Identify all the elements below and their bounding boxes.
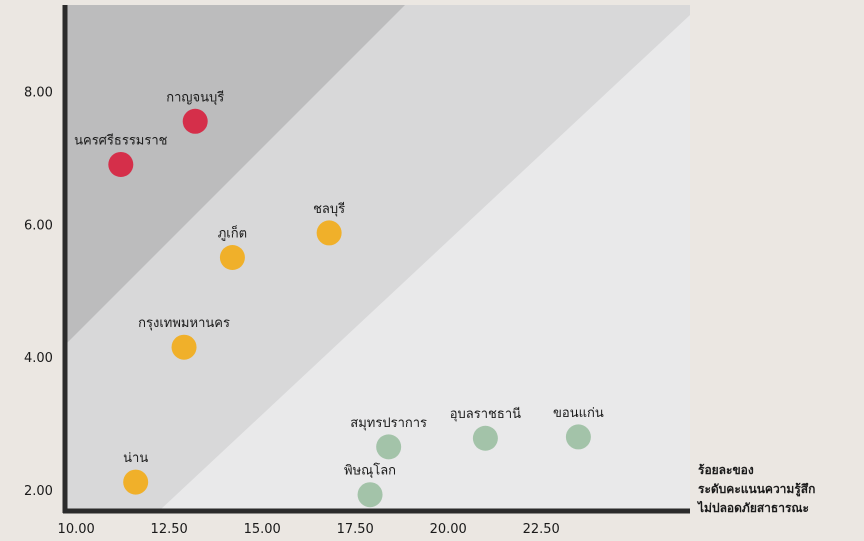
data-point [357, 482, 383, 508]
data-point [171, 334, 197, 360]
point-label: อุบลราชธานี [450, 406, 521, 422]
data-point [472, 425, 498, 451]
x-tick-label: 17.50 [337, 522, 374, 537]
x-tick-label: 20.00 [430, 522, 467, 537]
x-axis-label-line: ระดับคะแนนความรู้สึก [698, 482, 815, 497]
point-label: สมุทรปราการ [350, 416, 427, 431]
x-tick-label: 12.50 [151, 522, 188, 537]
y-tick-label: 8.00 [24, 85, 53, 100]
point-label: นครศรีธรรมราช [74, 132, 168, 148]
data-point [108, 151, 134, 177]
y-tick-label: 4.00 [24, 351, 53, 366]
point-label: ขอนแก่น [553, 406, 604, 421]
point-label: ชลบุรี [313, 201, 345, 217]
data-point [182, 108, 208, 134]
point-label: น่าน [123, 451, 148, 466]
data-point [316, 220, 342, 246]
axes: 10.00 12.50 15.00 17.50 20.00 22.50 2.00 4.00 6.… [24, 5, 690, 537]
x-tick-label: 10.00 [58, 522, 95, 537]
x-tick-label: 15.00 [244, 522, 281, 537]
risk-zones [65, 5, 690, 510]
data-point [219, 245, 245, 270]
x-tick-label: 22.50 [523, 522, 560, 537]
point-label: พิษณุโลก [344, 463, 396, 479]
data-point [376, 434, 402, 460]
y-tick-label: 2.00 [24, 484, 53, 499]
x-axis-label-line: ไม่ปลอดภัยสาธารณะ [696, 500, 809, 515]
x-axis-label: ร้อยละของระดับคะแนนความรู้สึกไม่ปลอดภัยส… [696, 463, 815, 515]
point-label: กาญจนบุรี [166, 89, 224, 105]
x-axis-label-line: ร้อยละของ [698, 463, 754, 477]
data-point [123, 469, 149, 495]
y-tick-label: 6.00 [24, 218, 53, 233]
point-label: ภูเก็ต [218, 224, 247, 242]
data-points: กาญจนบุรีนครศรีธรรมราชชลบุรีภูเก็ตกรุงเท… [74, 89, 604, 508]
data-point [565, 424, 591, 450]
point-label: กรุงเทพมหานคร [138, 316, 230, 331]
zone-high [65, 5, 405, 345]
